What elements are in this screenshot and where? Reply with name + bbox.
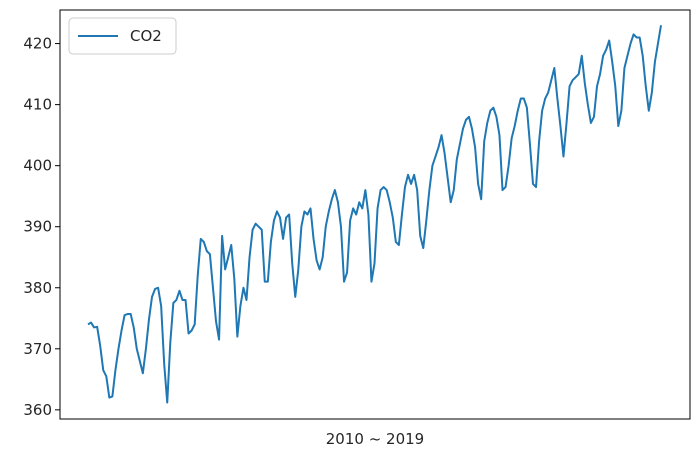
y-tick-label: 390 [23,218,52,236]
y-tick-label: 410 [23,96,52,114]
y-tick-label: 400 [23,157,52,175]
co2-series-line [87,25,662,404]
legend-label-co2: CO2 [130,27,162,45]
y-axis-ticks: 360 370 380 390 400 410 420 [23,35,60,419]
y-tick-label: 380 [23,279,52,297]
legend-box [68,17,177,55]
y-tick-label: 360 [23,401,52,419]
x-axis-label: 2010 ~ 2019 [326,430,424,448]
legend: CO2 [68,17,177,55]
plot-frame [59,9,691,420]
y-tick-label: 370 [23,340,52,358]
y-tick-label: 420 [23,35,52,53]
